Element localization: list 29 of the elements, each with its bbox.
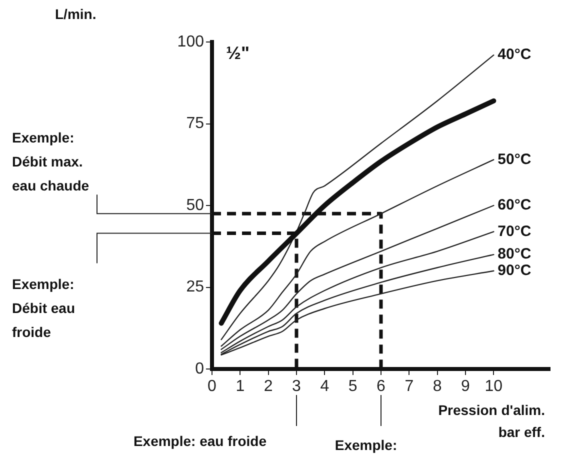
x-tick-label: 6 <box>376 378 386 396</box>
series-label: 60°C <box>498 196 532 214</box>
x-tick-label: 2 <box>264 378 273 396</box>
x-tick-label: 3 <box>292 378 302 396</box>
x-tick-label: 8 <box>432 378 442 396</box>
x-tick-label: 0 <box>208 378 217 396</box>
x-tick-label: 7 <box>404 378 414 396</box>
y-tick-label: 75 <box>186 115 204 132</box>
text: Exemple: eau froide <box>133 432 267 449</box>
x-tick-label: 1 <box>236 378 245 396</box>
series-label: 40°C <box>498 46 532 64</box>
series-label: 70°C <box>498 222 532 240</box>
text: L/min. <box>55 6 96 22</box>
y-tick-label: 25 <box>186 278 204 296</box>
text: Exemple: <box>334 436 398 453</box>
x-tick-label: 10 <box>484 378 503 396</box>
annotation: Exemple: Débit max. eau chaude <box>12 130 90 194</box>
series-label: 50°C <box>498 150 532 168</box>
x-tick-label: 4 <box>320 378 330 396</box>
y-tick-label: 50 <box>186 196 204 214</box>
series-label: 80°C <box>498 246 532 263</box>
y-tick-label: 100 <box>177 33 204 50</box>
x-tick-label: 9 <box>461 378 470 396</box>
x-tick-label: 5 <box>348 378 358 396</box>
annotation: ½" <box>226 42 250 63</box>
y-tick-label: 0 <box>195 360 204 378</box>
x-axis-title: Pression d'alim. bar eff. <box>438 402 545 440</box>
series-label: 90°C <box>498 262 532 280</box>
text: Exemple: Débit eau froide <box>12 276 76 340</box>
